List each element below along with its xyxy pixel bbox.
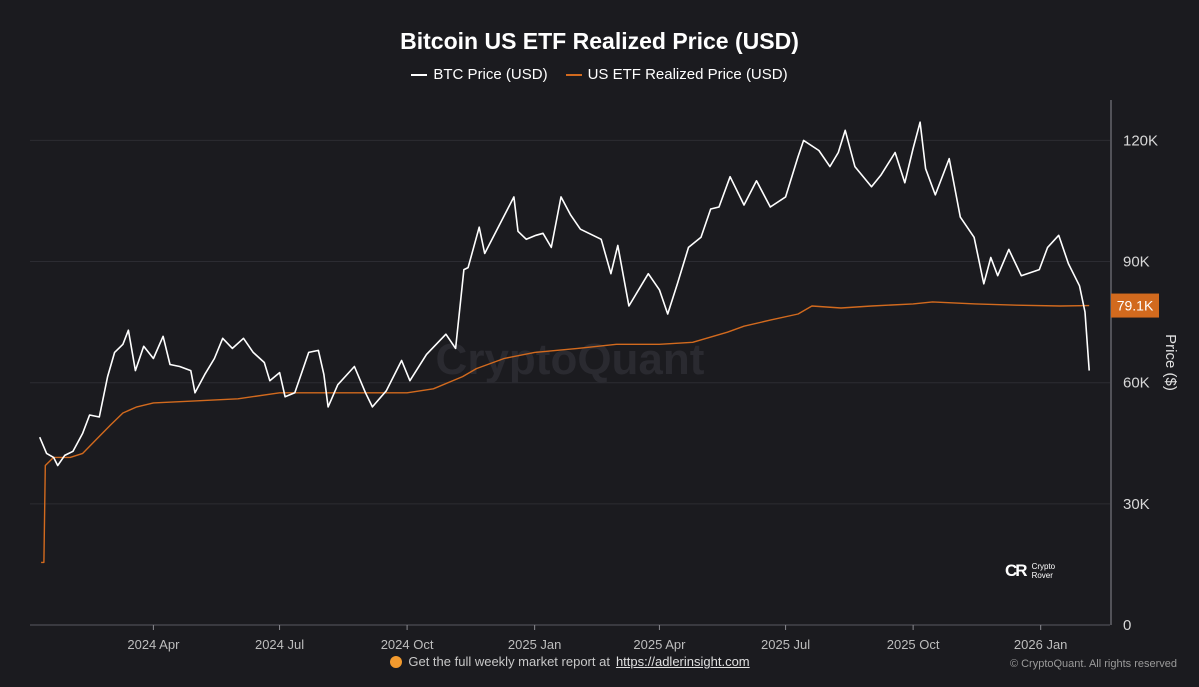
legend-label-btc: BTC Price (USD) <box>433 66 548 83</box>
footer-link[interactable]: https://adlerinsight.com <box>615 654 750 669</box>
btc-price-line <box>38 121 1090 467</box>
y-tick-label: 30K <box>1123 496 1150 513</box>
y-axis-title: Price ($) <box>1162 334 1179 391</box>
legend-label-etf: US ETF Realized Price (USD) <box>587 66 788 83</box>
crypto-rover-line2: Rover <box>1031 571 1053 580</box>
chart-legend: BTC Price (USD) US ETF Realized Price (U… <box>0 66 1199 83</box>
y-tick-label: 120K <box>1123 132 1158 149</box>
series-layer <box>38 121 1090 564</box>
crypto-rover-logo: CR Crypto Rover <box>1005 561 1055 581</box>
axis-layer: 0 30K 60K 90K 120K 2024 Apr 2024 Jul 2024 Oct 20… <box>30 100 1179 652</box>
x-tick-label: 2025 Oct <box>887 637 940 652</box>
y-tick-label: 0 <box>1123 617 1131 634</box>
copyright-text: © CryptoQuant. All rights reserved <box>1009 658 1177 670</box>
x-tick-label: 2025 Jan <box>508 637 562 652</box>
chart-title: Bitcoin US ETF Realized Price (USD) <box>400 28 799 54</box>
x-tick-label: 2024 Jul <box>255 637 304 652</box>
footer: Get the full weekly market report at htt… <box>0 654 1140 669</box>
legend-swatch-btc <box>411 73 428 76</box>
grid-layer <box>30 139 1110 505</box>
x-tick-label: 2026 Jan <box>1014 637 1068 652</box>
crypto-rover-mark: CR <box>1005 561 1028 580</box>
current-value-badge <box>1111 293 1159 318</box>
y-tick-label: 60K <box>1123 375 1150 392</box>
orange-dot-icon <box>390 655 403 668</box>
legend-item-btc-price[interactable]: BTC Price (USD) <box>411 66 548 83</box>
y-tick-label: 90K <box>1123 254 1150 271</box>
watermark-text: CryptoQuant <box>436 335 705 384</box>
etf-realized-price-line <box>41 301 1090 564</box>
legend-item-etf-realized-price[interactable]: US ETF Realized Price (USD) <box>565 66 788 83</box>
crypto-rover-line1: Crypto <box>1031 562 1056 571</box>
footer-text: Get the full weekly market report at <box>408 654 610 669</box>
x-tick-label: 2024 Oct <box>381 637 434 652</box>
crypto-rover-text: Crypto Rover <box>1032 562 1056 580</box>
x-tick-label: 2025 Apr <box>633 637 686 652</box>
x-tick-label: 2024 Apr <box>127 637 180 652</box>
current-value-label: 79.1K <box>1117 298 1154 314</box>
legend-swatch-etf <box>565 73 582 76</box>
x-tick-label: 2025 Jul <box>761 637 810 652</box>
